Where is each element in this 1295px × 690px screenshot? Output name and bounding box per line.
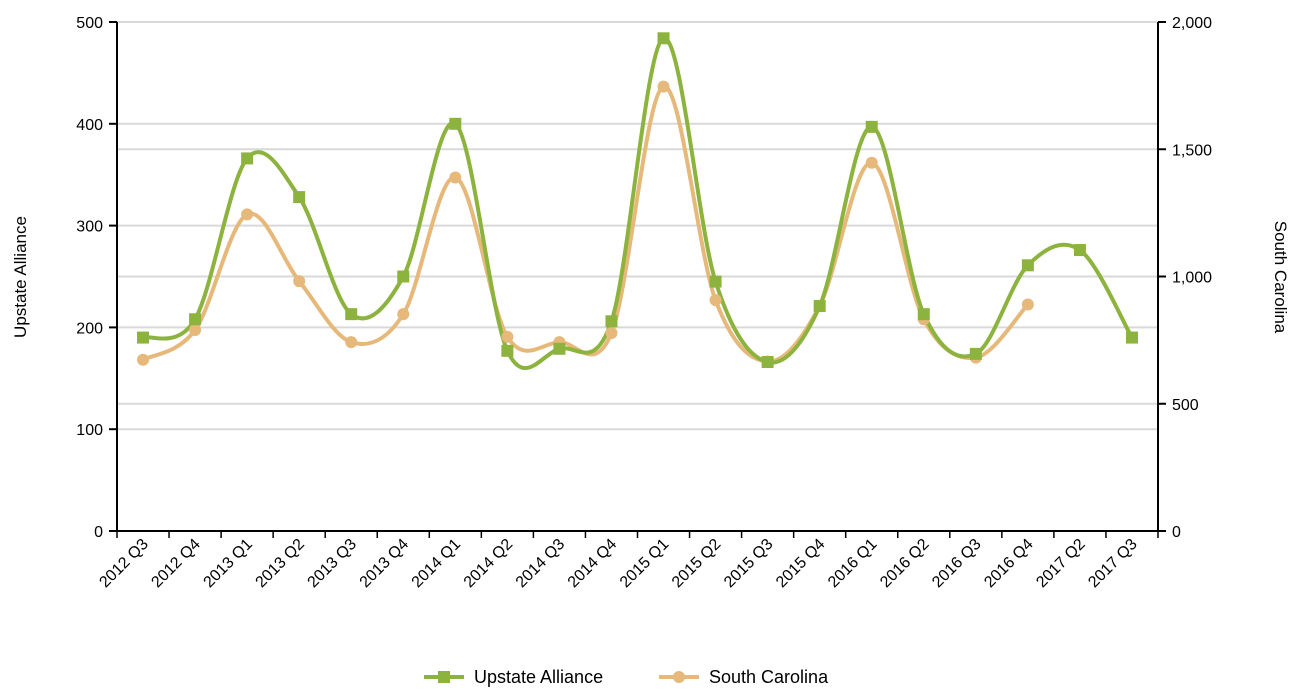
x-tick-label: 2017 Q3 <box>1085 536 1140 591</box>
tick-labels: 0 100 200 300 400 500 0 500 1,000 1,500 2,000 2012 … <box>76 15 1212 591</box>
y-left-tick-label: 100 <box>76 422 103 439</box>
x-tick-label: 2013 Q1 <box>201 536 256 591</box>
x-tick-label: 2013 Q2 <box>253 536 308 591</box>
x-tick-label: 2012 Q4 <box>148 536 203 591</box>
data-point-upstate-alliance-2014-q4[interactable] <box>605 315 618 328</box>
x-tick-label: 2014 Q4 <box>565 536 620 591</box>
x-tick-label: 2016 Q3 <box>929 536 984 591</box>
data-point-south-carolina-2013-q4[interactable] <box>397 308 410 321</box>
data-point-upstate-alliance-2013-q1[interactable] <box>241 152 254 165</box>
data-point-upstate-alliance-2015-q1[interactable] <box>657 32 670 45</box>
gridlines-left <box>117 21 1158 431</box>
data-point-south-carolina-2012-q4[interactable] <box>189 323 202 336</box>
x-tick-label: 2013 Q3 <box>305 536 360 591</box>
y-axis-left-title: Upstate Alliance <box>11 216 30 338</box>
data-point-south-carolina-2015-q2[interactable] <box>709 294 722 307</box>
data-point-south-carolina-2013-q3[interactable] <box>345 336 358 349</box>
x-tick-label: 2014 Q1 <box>409 536 464 591</box>
data-point-south-carolina-2015-q1[interactable] <box>657 80 670 93</box>
y-left-tick-label: 200 <box>76 320 103 337</box>
x-tick-label: 2013 Q4 <box>357 536 412 591</box>
data-point-upstate-alliance-2014-q2[interactable] <box>501 344 514 357</box>
data-point-south-carolina-2012-q3[interactable] <box>137 353 150 366</box>
axes <box>109 21 1166 538</box>
legend: Upstate Alliance South Carolina <box>424 667 829 687</box>
y-axis-right-title: South Carolina <box>1271 221 1290 334</box>
legend-label-south-carolina: South Carolina <box>709 667 829 687</box>
legend-item-south-carolina[interactable]: South Carolina <box>659 667 829 687</box>
x-tick-label: 2017 Q2 <box>1033 536 1088 591</box>
data-point-upstate-alliance-2014-q1[interactable] <box>449 117 462 130</box>
data-point-south-carolina-2013-q2[interactable] <box>293 275 306 288</box>
data-point-upstate-alliance-2012-q3[interactable] <box>137 331 150 344</box>
x-tick-label: 2015 Q4 <box>773 536 828 591</box>
legend-marker-south-carolina <box>673 671 685 683</box>
x-tick-label: 2012 Q3 <box>96 536 151 591</box>
data-point-south-carolina-2014-q4[interactable] <box>605 326 618 339</box>
series-line-upstate-alliance <box>142 36 1134 370</box>
y-right-tick-label: 0 <box>1172 524 1181 541</box>
y-right-tick-label: 1,500 <box>1172 142 1212 159</box>
data-point-upstate-alliance-2016-q4[interactable] <box>1021 259 1034 272</box>
y-right-tick-label: 2,000 <box>1172 15 1212 32</box>
data-point-upstate-alliance-2014-q3[interactable] <box>553 342 566 355</box>
data-point-south-carolina-2014-q2[interactable] <box>501 330 514 343</box>
data-point-upstate-alliance-2017-q3[interactable] <box>1125 331 1138 344</box>
y-right-tick-label: 1,000 <box>1172 270 1212 287</box>
data-point-upstate-alliance-2015-q4[interactable] <box>813 300 826 313</box>
x-tick-label: 2014 Q3 <box>513 536 568 591</box>
y-right-tick-label: 500 <box>1172 397 1199 414</box>
data-point-upstate-alliance-2016-q1[interactable] <box>865 120 878 133</box>
data-point-south-carolina-2013-q1[interactable] <box>241 208 254 221</box>
data-point-south-carolina-2016-q4[interactable] <box>1021 298 1034 311</box>
x-tick-label: 2015 Q1 <box>617 536 672 591</box>
y-left-tick-label: 0 <box>94 524 103 541</box>
legend-label-upstate-alliance: Upstate Alliance <box>474 667 603 687</box>
series-markers <box>137 32 1138 369</box>
data-point-upstate-alliance-2017-q2[interactable] <box>1073 244 1086 257</box>
y-left-tick-label: 500 <box>76 15 103 32</box>
data-point-upstate-alliance-2013-q3[interactable] <box>345 308 358 321</box>
data-point-upstate-alliance-2013-q4[interactable] <box>397 270 410 283</box>
gridlines-right <box>117 21 1158 405</box>
x-tick-label: 2016 Q1 <box>825 536 880 591</box>
data-point-upstate-alliance-2012-q4[interactable] <box>189 313 202 326</box>
series-line-south-carolina <box>142 84 1030 364</box>
data-point-south-carolina-2014-q1[interactable] <box>449 171 462 184</box>
x-tick-label: 2015 Q3 <box>721 536 776 591</box>
data-point-upstate-alliance-2016-q3[interactable] <box>969 347 982 360</box>
data-point-upstate-alliance-2013-q2[interactable] <box>293 191 306 204</box>
x-tick-label: 2016 Q4 <box>981 536 1036 591</box>
x-tick-label: 2015 Q2 <box>669 536 724 591</box>
data-point-upstate-alliance-2015-q3[interactable] <box>761 356 774 369</box>
data-point-upstate-alliance-2015-q2[interactable] <box>709 275 722 288</box>
y-left-tick-label: 400 <box>76 117 103 134</box>
x-tick-label: 2016 Q2 <box>877 536 932 591</box>
legend-item-upstate-alliance[interactable]: Upstate Alliance <box>424 667 603 687</box>
y-left-tick-label: 300 <box>76 219 103 236</box>
legend-marker-upstate-alliance <box>438 671 450 683</box>
x-tick-label: 2014 Q2 <box>461 536 516 591</box>
data-point-upstate-alliance-2016-q2[interactable] <box>917 308 930 321</box>
data-point-south-carolina-2016-q1[interactable] <box>865 156 878 169</box>
series-lines <box>142 36 1134 370</box>
